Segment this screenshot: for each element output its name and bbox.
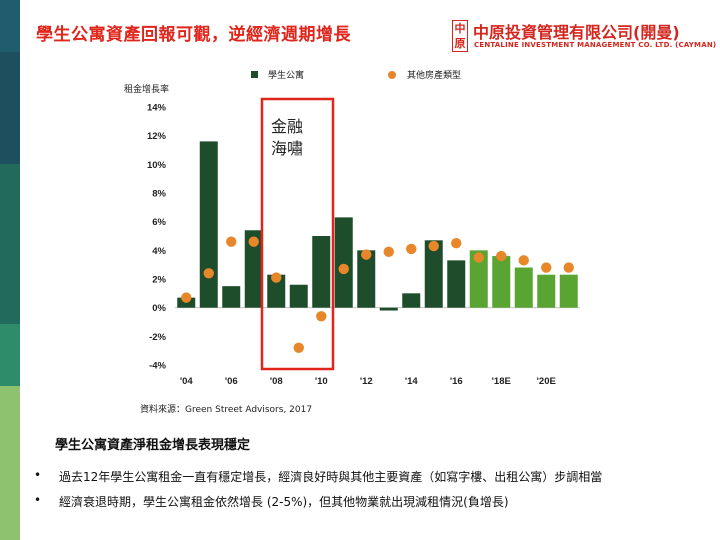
y-axis-label: 租金增長率 xyxy=(124,83,169,95)
legend-swatch-other-property xyxy=(388,71,396,79)
bar-student-housing xyxy=(289,284,308,308)
sidebar-band xyxy=(0,386,20,540)
x-tick-label: '10 xyxy=(315,376,328,387)
point-other-property xyxy=(316,311,327,322)
sidebar-band xyxy=(0,324,20,386)
y-tick-label: 14% xyxy=(147,103,167,114)
rental-growth-chart: 租金增長率 14% 12% 10% 8% 6% 4% 2% 0% -2% -4% '04 '06 '08 '… xyxy=(124,69,580,387)
legend-swatch-student-housing xyxy=(251,71,258,78)
legend-label-student-housing: 學生公寓 xyxy=(268,69,304,81)
point-other-property xyxy=(406,243,417,255)
point-other-property xyxy=(541,262,552,273)
bar-student-housing xyxy=(559,274,578,308)
bar-student-housing xyxy=(492,256,511,308)
x-tick-label: '14 xyxy=(405,376,419,387)
point-other-property xyxy=(293,342,304,353)
y-tick-label: 10% xyxy=(147,160,167,171)
point-other-property xyxy=(203,268,214,279)
y-tick-label: -4% xyxy=(149,361,166,372)
x-tick-label: '06 xyxy=(225,376,238,387)
bullet-item: • 過去12年學生公寓租金一直有穩定增長，經濟良好時與其他主要資產（如寫字樓、出… xyxy=(34,468,714,485)
point-other-property xyxy=(383,246,394,257)
company-logo: 中原 中原投資管理有限公司(開曼) CENTALINE INVESTMENT M… xyxy=(452,20,717,54)
bar-student-housing xyxy=(447,260,466,308)
bullet-text: 經濟衰退時期，學生公寓租金依然增長 (2-5%)，但其他物業就出現減租情況(負增… xyxy=(59,495,509,509)
point-other-property xyxy=(518,255,529,266)
crisis-highlight-box xyxy=(260,97,335,371)
sidebar-decoration xyxy=(0,0,20,540)
point-other-property xyxy=(428,240,439,252)
x-tick-label: '20E xyxy=(537,376,556,387)
bar-student-housing xyxy=(357,250,376,308)
bar-student-housing xyxy=(379,307,398,311)
y-tick-label: 12% xyxy=(147,131,167,142)
bar-student-housing xyxy=(199,141,218,308)
point-other-property xyxy=(451,237,462,249)
bar-student-housing xyxy=(222,286,241,308)
point-other-property xyxy=(496,250,507,262)
y-tick-label: -2% xyxy=(149,332,166,343)
y-tick-label: 8% xyxy=(152,189,166,200)
bullet-item: • 經濟衰退時期，學生公寓租金依然增長 (2-5%)，但其他物業就出現減租情況(… xyxy=(34,493,714,510)
point-other-property xyxy=(563,262,574,273)
point-other-property xyxy=(271,272,282,283)
bar-student-housing xyxy=(469,250,488,308)
slide-title: 學生公寓資產回報可觀，逆經濟週期增長 xyxy=(36,25,351,45)
y-tick-label: 4% xyxy=(152,246,166,257)
bullet-dot: • xyxy=(34,493,42,507)
logo-name: 中原投資管理有限公司(開曼) xyxy=(473,23,680,42)
bar-student-housing xyxy=(537,274,556,308)
bar-student-housing xyxy=(514,267,533,308)
bar-student-housing xyxy=(267,274,286,308)
sidebar-band xyxy=(0,0,20,52)
x-tick-label: '16 xyxy=(450,376,463,387)
y-tick-label: 6% xyxy=(152,217,166,228)
bullet-dot: • xyxy=(34,468,42,482)
legend-label-other-property: 其他房產類型 xyxy=(407,69,461,81)
bar-student-housing xyxy=(244,230,263,308)
point-other-property xyxy=(226,236,237,247)
sidebar-band xyxy=(0,164,20,324)
crisis-annotation-text: 金融 xyxy=(271,117,303,136)
source-note: 資料來源：Green Street Advisors, 2017 xyxy=(140,405,313,415)
crisis-annotation-text: 海嘯 xyxy=(271,139,303,158)
point-other-property xyxy=(338,263,349,275)
bar-student-housing xyxy=(334,217,353,308)
y-tick-label: 0% xyxy=(152,303,166,314)
y-tick-label: 2% xyxy=(152,275,166,286)
sidebar-band xyxy=(0,52,20,164)
bar-student-housing xyxy=(402,293,421,308)
bar-student-housing xyxy=(424,240,443,308)
bullet-text: 過去12年學生公寓租金一直有穩定增長，經濟良好時與其他主要資產（如寫字樓、出租公… xyxy=(59,470,603,484)
point-other-property xyxy=(248,236,259,247)
point-other-property xyxy=(473,252,484,263)
point-other-property xyxy=(361,249,372,260)
logo-mark: 中原 xyxy=(452,20,468,52)
bar-student-housing xyxy=(312,236,331,308)
logo-subname: CENTALINE INVESTMENT MANAGEMENT CO. LTD.… xyxy=(474,41,717,49)
x-tick-label: '18E xyxy=(492,376,511,387)
x-tick-label: '04 xyxy=(180,376,194,387)
section-subtitle: 學生公寓資產淨租金增長表現穩定 xyxy=(55,438,251,453)
x-tick-label: '08 xyxy=(270,376,283,387)
bullet-list: • 過去12年學生公寓租金一直有穩定增長，經濟良好時與其他主要資產（如寫字樓、出… xyxy=(34,468,714,518)
point-other-property xyxy=(181,292,192,303)
x-tick-label: '12 xyxy=(360,376,373,387)
